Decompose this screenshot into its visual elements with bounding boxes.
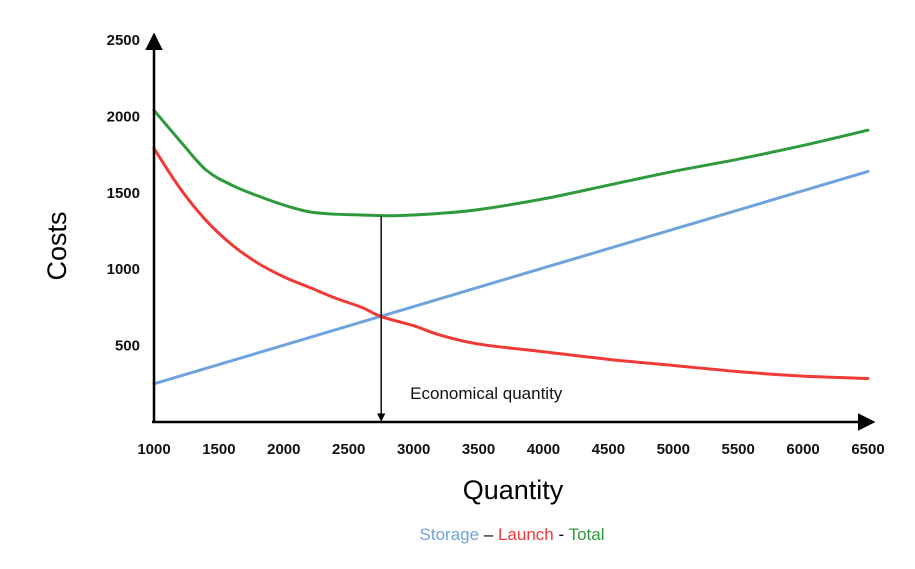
x-tick-labels: 1000 1500 2000 2500 3000 3500 4000 4500 5000 5500… [137,441,884,458]
annotation-layer: Economical quantity [376,215,563,422]
legend-separator: – [479,525,498,544]
x-tick-label: 1000 [137,441,170,458]
x-tick-label: 2000 [267,441,300,458]
axes-layer [145,32,876,431]
y-tick-label: 1500 [107,185,140,202]
series-line-launch [152,146,870,380]
series-line-storage [152,169,870,386]
x-tick-label: 4500 [592,441,625,458]
series-line-total [152,108,870,218]
economical-quantity-label: Economical quantity [410,384,563,403]
y-tick-label: 2000 [107,108,140,125]
x-tick-label: 1500 [202,441,235,458]
legend-item-launch: Launch [498,525,554,544]
legend-item-storage: Storage [420,525,480,544]
legend-separator: - [554,525,569,544]
legend: Storage – Launch - Total [420,525,605,544]
x-tick-label: 2500 [332,441,365,458]
x-tick-label: 5000 [657,441,690,458]
x-tick-label: 6500 [851,441,884,458]
x-tick-label: 3000 [397,441,430,458]
y-tick-label: 2500 [107,32,140,49]
x-tick-label: 3500 [462,441,495,458]
y-tick-label: 500 [115,338,140,355]
y-axis-title: Costs [42,211,72,280]
legend-item-total: Total [569,525,605,544]
x-axis-title: Quantity [463,475,564,505]
y-tick-label: 1000 [107,261,140,278]
series-layer [152,108,870,386]
x-tick-label: 6000 [786,441,819,458]
x-tick-label: 4000 [527,441,560,458]
x-tick-label: 5500 [721,441,754,458]
y-tick-labels: 500 1000 1500 2000 2500 [107,32,140,355]
